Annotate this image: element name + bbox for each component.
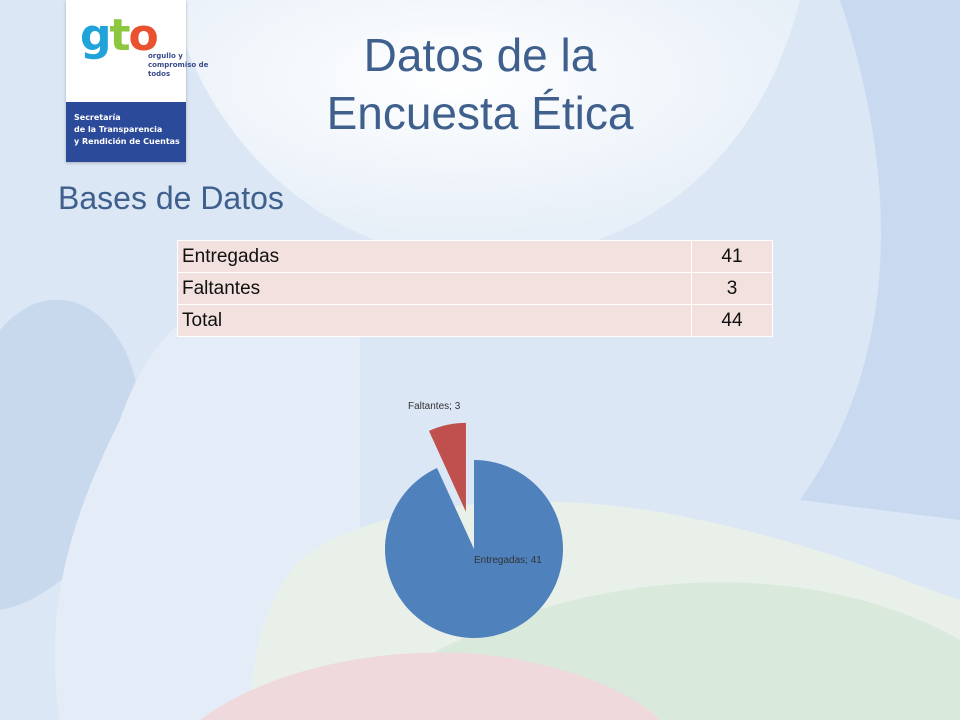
summary-table: Entregadas 41 Faltantes 3 Total 44 (177, 240, 773, 337)
logo-letter-g: g (80, 10, 111, 61)
organization-logo: gto orgullo y compromiso de todos Secret… (66, 0, 208, 162)
logo-wordmark: gto (80, 8, 159, 64)
logo-department-line: Secretaría (74, 113, 121, 122)
slide-title-line: Encuesta Ética (326, 87, 634, 139)
pie-slice-faltantes (428, 422, 466, 512)
slide-subtitle: Bases de Datos (58, 180, 284, 216)
logo-letter-o: o (128, 10, 159, 61)
logo-department-band: Secretaría de la Transparencia y Rendici… (66, 102, 186, 162)
logo-department-line: y Rendición de Cuentas (74, 137, 180, 146)
logo-tagline: orgullo y compromiso de todos (148, 52, 209, 78)
logo-department-line: de la Transparencia (74, 125, 163, 134)
slide-title-line: Datos de la (363, 29, 597, 81)
data-label-entregadas: Entregadas; 41 (474, 555, 542, 566)
table-cell-value: 44 (691, 304, 773, 337)
table-row: Faltantes 3 (177, 272, 773, 305)
pie-slice-entregadas (384, 460, 563, 638)
slide-title: Datos de la Encuesta Ética (250, 26, 710, 142)
table-cell-label: Total (177, 304, 692, 337)
logo-letter-t: t (109, 10, 131, 61)
table-row: Total 44 (177, 304, 773, 337)
data-label-faltantes: Faltantes; 3 (408, 401, 461, 412)
table-row: Entregadas 41 (177, 240, 773, 273)
logo-department-text: Secretaría de la Transparencia y Rendici… (74, 112, 182, 148)
table-cell-label: Entregadas (177, 240, 692, 273)
